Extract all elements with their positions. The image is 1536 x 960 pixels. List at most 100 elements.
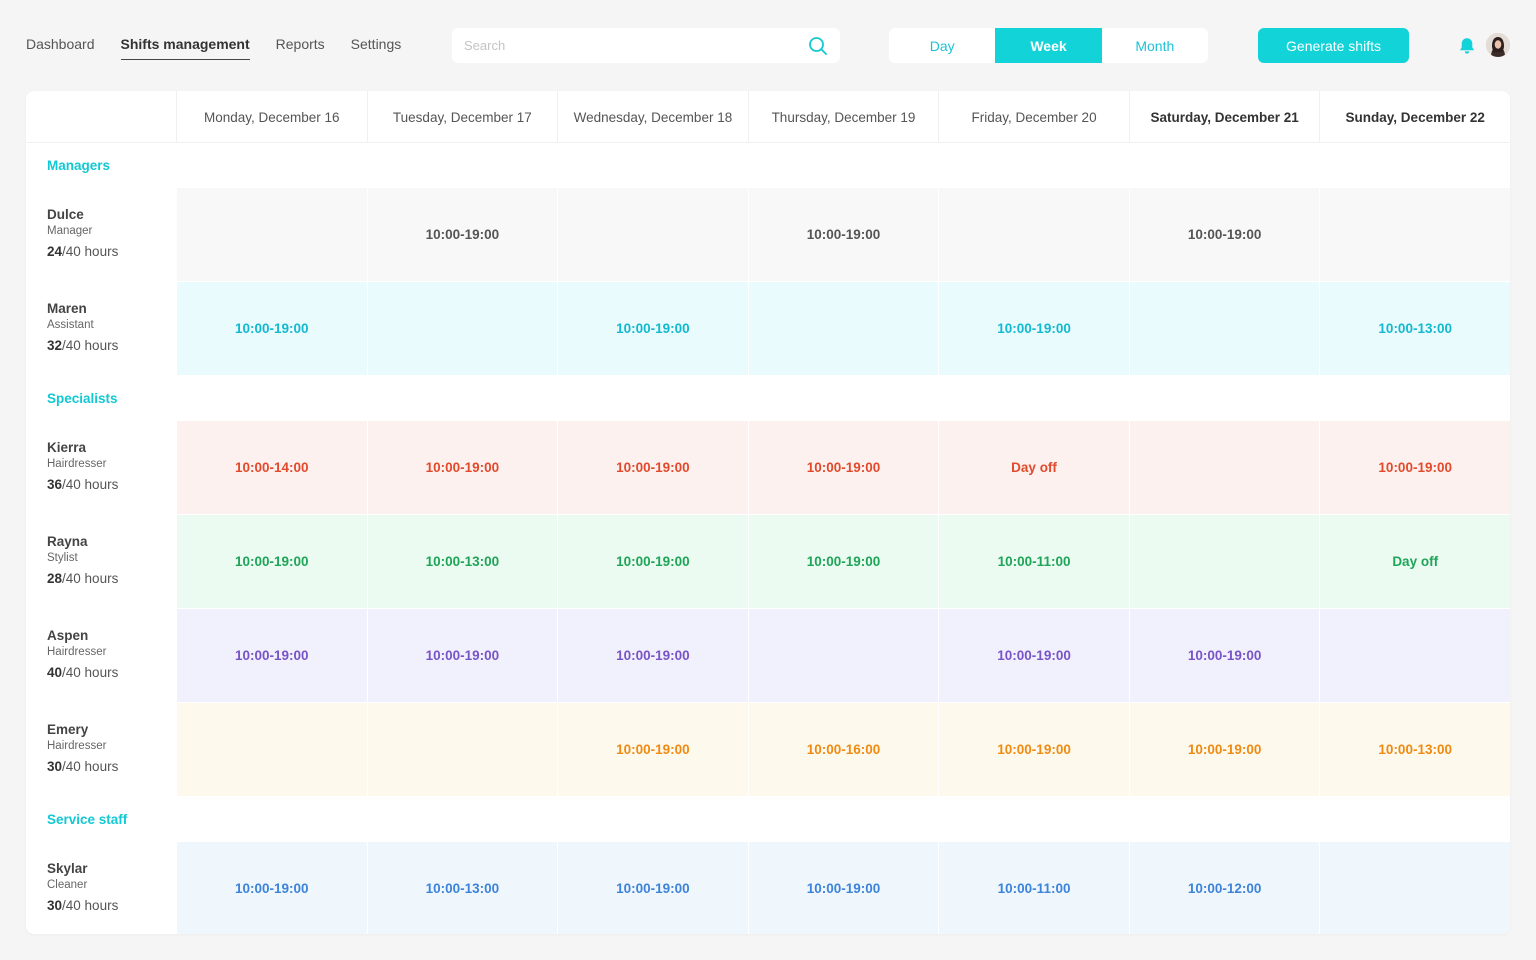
shift-cell[interactable]: 10:00-19:00	[557, 282, 748, 376]
empty-shift-cell[interactable]	[1319, 842, 1510, 934]
shift-cell[interactable]: 10:00-13:00	[366, 842, 558, 934]
empty-shift-cell[interactable]	[747, 609, 939, 703]
shift-cell[interactable]: 10:00-13:00	[366, 515, 558, 609]
employee-role: Cleaner	[47, 879, 88, 891]
employee-hours: 30/40 hours	[47, 756, 176, 778]
employee-name: Dulce	[47, 207, 84, 222]
shift-cell[interactable]: 10:00-19:00	[366, 609, 558, 703]
shift-cell[interactable]: 10:00-11:00	[938, 842, 1129, 934]
shift-cell[interactable]: 10:00-16:00	[747, 703, 939, 797]
search-box	[452, 28, 840, 63]
empty-shift-cell[interactable]	[176, 703, 367, 797]
shift-cell[interactable]: 10:00-12:00	[1128, 842, 1320, 934]
hours-total: /40 hours	[62, 759, 119, 774]
employee-name: Aspen	[47, 628, 89, 643]
hours-worked: 30	[47, 898, 63, 913]
employee-role: Manager	[47, 225, 93, 237]
shift-cell[interactable]: Day off	[1319, 515, 1510, 609]
search-icon[interactable]	[808, 36, 828, 56]
shift-cell[interactable]: 10:00-19:00	[366, 421, 558, 515]
day-header: Tuesday, December 17	[366, 91, 558, 143]
hours-total: /40 hours	[62, 665, 119, 680]
shift-cell[interactable]: 10:00-19:00	[747, 421, 939, 515]
day-header: Thursday, December 19	[747, 91, 939, 143]
empty-shift-cell[interactable]	[366, 282, 558, 376]
generate-shifts-button[interactable]: Generate shifts	[1258, 28, 1409, 63]
shift-cell[interactable]: 10:00-19:00	[747, 515, 939, 609]
main-nav: Dashboard Shifts management Reports Sett…	[26, 36, 427, 60]
empty-shift-cell[interactable]	[176, 188, 367, 282]
schedule-grid: Monday, December 16 Tuesday, December 17 W…	[26, 91, 1510, 934]
employee-info: Skylar Cleaner 30/40 hours	[26, 842, 176, 934]
employee-hours: 32/40 hours	[47, 335, 176, 357]
shift-cell[interactable]: 10:00-19:00	[557, 515, 748, 609]
shift-cell[interactable]: 10:00-19:00	[938, 703, 1129, 797]
employee-info: Maren Assistant 32/40 hours	[26, 282, 176, 376]
user-avatar[interactable]	[1486, 33, 1510, 57]
shift-cell[interactable]: 10:00-19:00	[1319, 421, 1510, 515]
empty-shift-cell[interactable]	[747, 282, 939, 376]
nav-settings[interactable]: Settings	[350, 36, 402, 52]
empty-shift-cell[interactable]	[938, 188, 1129, 282]
nav-reports[interactable]: Reports	[275, 36, 325, 52]
shift-cell[interactable]: 10:00-19:00	[557, 842, 748, 934]
employee-row: Aspen Hairdresser 40/40 hours 10:00-19:00 10…	[26, 609, 1510, 703]
shift-cell[interactable]: 10:00-14:00	[176, 421, 367, 515]
group-header: Managers	[26, 143, 1510, 188]
shift-cell[interactable]: 10:00-19:00	[747, 188, 939, 282]
shift-cell[interactable]: 10:00-19:00	[366, 188, 558, 282]
shift-cell[interactable]: 10:00-19:00	[557, 609, 748, 703]
empty-shift-cell[interactable]	[1319, 609, 1510, 703]
shift-cell[interactable]: 10:00-19:00	[1128, 703, 1320, 797]
hours-worked: 28	[47, 571, 63, 586]
shift-cell[interactable]: 10:00-19:00	[1128, 188, 1320, 282]
empty-shift-cell[interactable]	[366, 703, 558, 797]
nav-dashboard[interactable]: Dashboard	[26, 36, 95, 52]
day-header: Sunday, December 22	[1319, 91, 1510, 143]
shift-cell[interactable]: 10:00-13:00	[1319, 282, 1510, 376]
employee-info: Aspen Hairdresser 40/40 hours	[26, 609, 176, 703]
employee-hours: 36/40 hours	[47, 474, 176, 496]
employee-hours: 28/40 hours	[47, 568, 176, 590]
shift-cell[interactable]: 10:00-19:00	[176, 282, 367, 376]
day-header: Wednesday, December 18	[557, 91, 748, 143]
shift-cell[interactable]: Day off	[938, 421, 1129, 515]
day-header: Monday, December 16	[176, 91, 367, 143]
shift-cell[interactable]: 10:00-19:00	[557, 421, 748, 515]
employee-hours: 24/40 hours	[47, 241, 176, 263]
shift-cell[interactable]: 10:00-19:00	[938, 282, 1129, 376]
shift-cell[interactable]: 10:00-19:00	[747, 842, 939, 934]
shift-cell[interactable]: 10:00-19:00	[1128, 609, 1320, 703]
employee-hours: 40/40 hours	[47, 662, 176, 684]
employee-name: Kierra	[47, 440, 87, 455]
employee-row: Maren Assistant 32/40 hours 10:00-19:00 10:0…	[26, 282, 1510, 376]
group-header: Service staff	[26, 797, 1510, 842]
view-day-button[interactable]: Day	[929, 37, 955, 54]
shift-cell[interactable]: 10:00-19:00	[557, 703, 748, 797]
hours-worked: 40	[47, 665, 63, 680]
empty-shift-cell[interactable]	[1128, 421, 1320, 515]
employee-name: Skylar	[47, 861, 88, 876]
shift-cell[interactable]: 10:00-19:00	[938, 609, 1129, 703]
view-month-button[interactable]: Month	[1135, 37, 1175, 54]
empty-shift-cell[interactable]	[1128, 282, 1320, 376]
hours-worked: 32	[47, 338, 63, 353]
shift-cell[interactable]: 10:00-13:00	[1319, 703, 1510, 797]
empty-shift-cell[interactable]	[557, 188, 748, 282]
shift-cell[interactable]: 10:00-19:00	[176, 609, 367, 703]
nav-shifts-management[interactable]: Shifts management	[120, 36, 250, 60]
employee-role: Hairdresser	[47, 740, 107, 752]
bell-icon[interactable]	[1457, 36, 1477, 56]
search-input[interactable]	[464, 38, 808, 53]
shift-cell[interactable]: 10:00-19:00	[176, 842, 367, 934]
shift-cell[interactable]: 10:00-11:00	[938, 515, 1129, 609]
empty-shift-cell[interactable]	[1128, 515, 1320, 609]
empty-shift-cell[interactable]	[1319, 188, 1510, 282]
view-week-button[interactable]: Week	[995, 28, 1102, 63]
day-header: Friday, December 20	[938, 91, 1129, 143]
hours-total: /40 hours	[62, 244, 119, 259]
view-toggle: Day Week Month	[889, 28, 1208, 63]
employee-row: Kierra Hairdresser 36/40 hours 10:00-14:00 1…	[26, 421, 1510, 515]
shift-cell[interactable]: 10:00-19:00	[176, 515, 367, 609]
hours-worked: 24	[47, 244, 63, 259]
